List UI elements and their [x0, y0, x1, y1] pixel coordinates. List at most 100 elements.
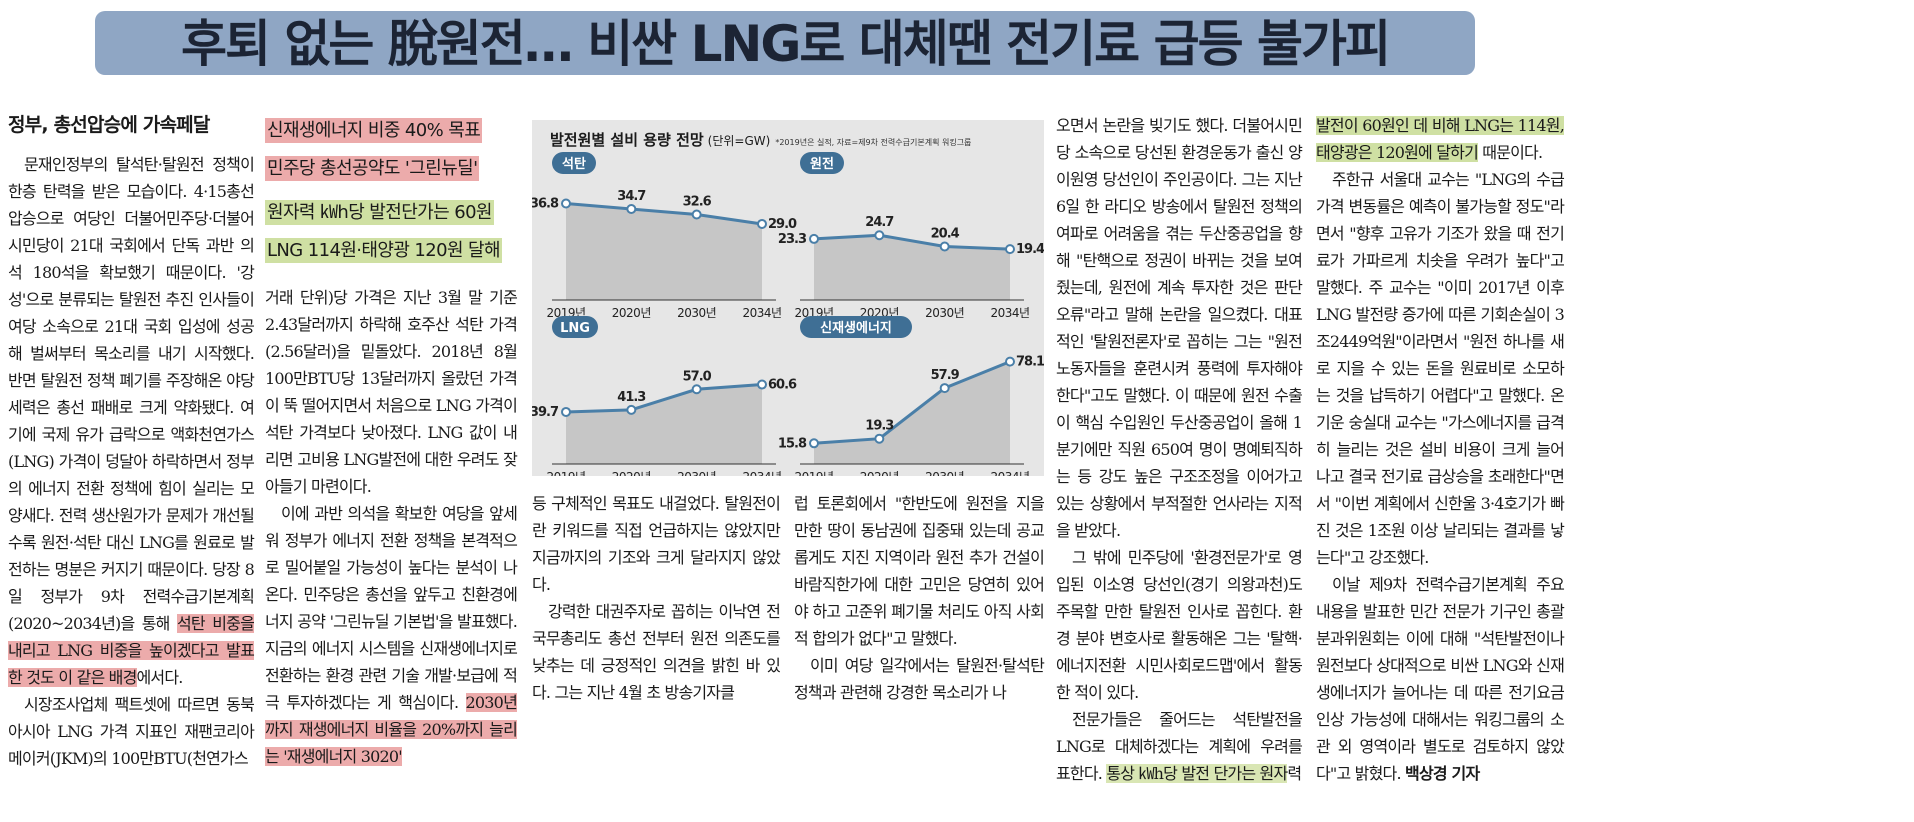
series-line — [565, 383, 763, 414]
data-label: 23.3 — [778, 232, 807, 247]
series-name: LNG — [560, 321, 590, 336]
text-run: 이날 제9차 전력수급기본계획 주요 내용을 발표한 민간 전문가 기구인 총괄… — [1316, 575, 1565, 783]
x-tick-label: 2030년 — [925, 470, 964, 476]
paragraph: 주한규 서울대 교수는 "LNG의 수급 가격 변동률은 예측이 불가능할 정도… — [1316, 170, 1565, 567]
x-tick-label: 2020년 — [860, 470, 899, 476]
data-point — [691, 209, 702, 220]
x-tick-label: 2034년 — [990, 470, 1029, 476]
data-point — [691, 384, 702, 395]
text-run: 전문가들은 줄어드는 석탄발전을 LNG로 대체하겠다는 계획에 우려를 표한다… — [1056, 710, 1303, 783]
series-badge — [800, 316, 912, 338]
x-tick-label: 2030년 — [925, 306, 964, 320]
text-run: 력 — [1287, 764, 1302, 783]
paragraph: 등 구체적인 목표도 내걸었다. 탈원전이란 키워드를 직접 언급하지는 않았지… — [532, 494, 781, 594]
data-point — [874, 433, 885, 444]
chart-panel-3: LNG 39.7 2019년 41.3 2020년 57.0 2030년 60.6 2034년 — [532, 316, 798, 476]
x-tick-label: 2019년 — [794, 470, 833, 476]
paragraph: 그 밖에 민주당에 '환경전문가'로 영입된 이소영 당선인(경기 의왕과천)도… — [1056, 548, 1303, 702]
column-4: 럽 토론회에서 "한반도에 원전을 지을 만한 땅이 동남권에 집중돼 있는데 … — [794, 490, 1045, 706]
data-label: 20.4 — [931, 227, 960, 242]
chart-note: *2019년은 실적, 자료=제9차 전력수급기본계획 워킹그룹 — [775, 137, 971, 147]
section-head: 정부, 총선압승에 가속페달 — [8, 114, 210, 136]
chart-title: 발전원별 설비 용량 전망 — [550, 131, 704, 149]
chart-unit: (단위=GW) — [708, 134, 771, 148]
chart-panel-4: 신재생에너지 15.8 2019년 19.3 2020년 57.9 2030년 78.1 203… — [778, 316, 1044, 476]
data-point — [626, 404, 637, 415]
series-badge — [800, 152, 844, 174]
data-label: 34.7 — [617, 189, 646, 204]
paragraph: 이에 과반 의석을 확보한 여당을 앞세워 정부가 에너지 전환 정책을 본격적… — [265, 500, 518, 770]
paragraph: 럽 토론회에서 "한반도에 원전을 지을 만한 땅이 동남권에 집중돼 있는데 … — [794, 494, 1045, 648]
series-line — [565, 202, 763, 226]
x-tick-label: 2034년 — [990, 306, 1029, 320]
byline: 백상경 기자 — [1405, 764, 1480, 783]
data-label: 19.4 — [1016, 242, 1044, 257]
paragraph: 문재인정부의 탈석탄·탈원전 정책이 한층 탄력을 받은 모습이다. 4·15총… — [8, 151, 255, 691]
subheadline-2: 민주당 총선공약도 '그린뉴딜' — [265, 150, 517, 188]
series-line — [813, 360, 1011, 445]
subheadline-text: 원자력 ㎾h당 발전단가는 60원 — [265, 200, 494, 225]
data-label: 57.0 — [683, 369, 712, 384]
series-badge — [552, 152, 596, 174]
paragraph: 발전이 60원인 데 비해 LNG는 114원, 태양광은 120원에 달하기 … — [1316, 112, 1565, 166]
series-name: 신재생에너지 — [820, 320, 892, 336]
headline: 후퇴 없는 脫원전… 비싼 LNG로 대체땐 전기료 급등 불가피 — [180, 15, 1391, 73]
series-area — [566, 384, 762, 464]
x-tick-label: 2034년 — [742, 470, 781, 476]
chart-svg: 발전원별 설비 용량 전망 (단위=GW) *2019년은 실적, 자료=제9차 전… — [532, 131, 1044, 476]
data-label: 29.0 — [768, 217, 797, 232]
data-label: 32.6 — [683, 195, 712, 210]
headline-highlight — [95, 11, 1475, 75]
paragraph: 강력한 대권주자로 꼽히는 이낙연 전 국무총리도 총선 전부터 원전 의존도를… — [532, 602, 781, 702]
data-point — [1005, 356, 1015, 367]
text-run: 에서다. — [136, 668, 184, 687]
column-6: 발전이 60원인 데 비해 LNG는 114원, 태양광은 120원에 달하기 … — [1316, 112, 1565, 787]
paragraph: 거래 단위)당 가격은 지난 3월 말 기준 2.43달러까지 하락해 호주산 … — [265, 288, 518, 496]
subheadline-3: 원자력 ㎾h당 발전단가는 60원 — [265, 194, 517, 232]
headline-block: 후퇴 없는 脫원전… 비싼 LNG로 대체땐 전기료 급등 불가피 — [95, 5, 1475, 83]
series-line — [813, 233, 1011, 251]
data-point — [1005, 244, 1015, 255]
subheadline-text: 민주당 총선공약도 '그린뉴딜' — [265, 156, 480, 181]
x-tick-label: 2030년 — [677, 306, 716, 320]
x-tick-label: 2020년 — [612, 306, 651, 320]
x-tick-label: 2030년 — [677, 470, 716, 476]
data-label: 41.3 — [617, 390, 646, 405]
data-point — [626, 204, 637, 215]
data-label: 39.7 — [532, 405, 559, 420]
data-point — [757, 379, 767, 390]
series-name: 석탄 — [562, 156, 586, 172]
series-area — [814, 235, 1010, 300]
chart-area: 발전원별 설비 용량 전망 (단위=GW) *2019년은 실적, 자료=제9차 전… — [532, 120, 1044, 476]
highlighted-text: 통상 ㎾h당 발전 단가는 원자 — [1106, 764, 1288, 783]
paragraph: 이미 여당 일각에서는 탈원전·탈석탄 정책과 관련해 강경한 목소리가 나 — [794, 656, 1045, 702]
text-run: 문재인정부의 탈석탄·탈원전 정책이 한층 탄력을 받은 모습이다. 4·15총… — [8, 155, 255, 633]
data-point — [939, 241, 950, 252]
data-point — [757, 218, 767, 229]
x-tick-label: 2034년 — [742, 306, 781, 320]
series-name: 원전 — [810, 156, 834, 172]
data-point — [561, 198, 571, 209]
paragraph: 시장조사업체 팩트셋에 따르면 동북아시아 LNG 가격 지표인 재팬코리아메이… — [8, 695, 255, 768]
column-5: 오면서 논란을 빚기도 했다. 더불어시민당 소속으로 당선된 환경운동가 출신… — [1056, 112, 1303, 787]
data-point — [561, 406, 571, 417]
series-area — [566, 203, 762, 300]
data-label: 78.1 — [1016, 355, 1044, 370]
subheadline-text: LNG 114원·태양광 120원 달해 — [265, 238, 502, 263]
x-tick-label: 2019년 — [546, 470, 585, 476]
paragraph: 전문가들은 줄어드는 석탄발전을 LNG로 대체하겠다는 계획에 우려를 표한다… — [1056, 706, 1303, 787]
text-run: 때문이다. — [1478, 143, 1543, 162]
data-label: 24.7 — [865, 215, 894, 230]
column-2: 신재생에너지 비중 40% 목표 민주당 총선공약도 '그린뉴딜' 원자력 ㎾h… — [265, 112, 518, 770]
series-badge — [552, 316, 598, 338]
data-label: 15.8 — [778, 436, 807, 451]
subheadline-4: LNG 114원·태양광 120원 달해 — [265, 232, 517, 270]
data-label: 60.6 — [768, 378, 797, 393]
data-point — [939, 383, 950, 394]
series-area — [814, 361, 1010, 464]
data-point — [809, 438, 819, 449]
paragraph: 이날 제9차 전력수급기본계획 주요 내용을 발표한 민간 전문가 기구인 총괄… — [1316, 571, 1565, 787]
data-label: 36.8 — [532, 197, 559, 212]
